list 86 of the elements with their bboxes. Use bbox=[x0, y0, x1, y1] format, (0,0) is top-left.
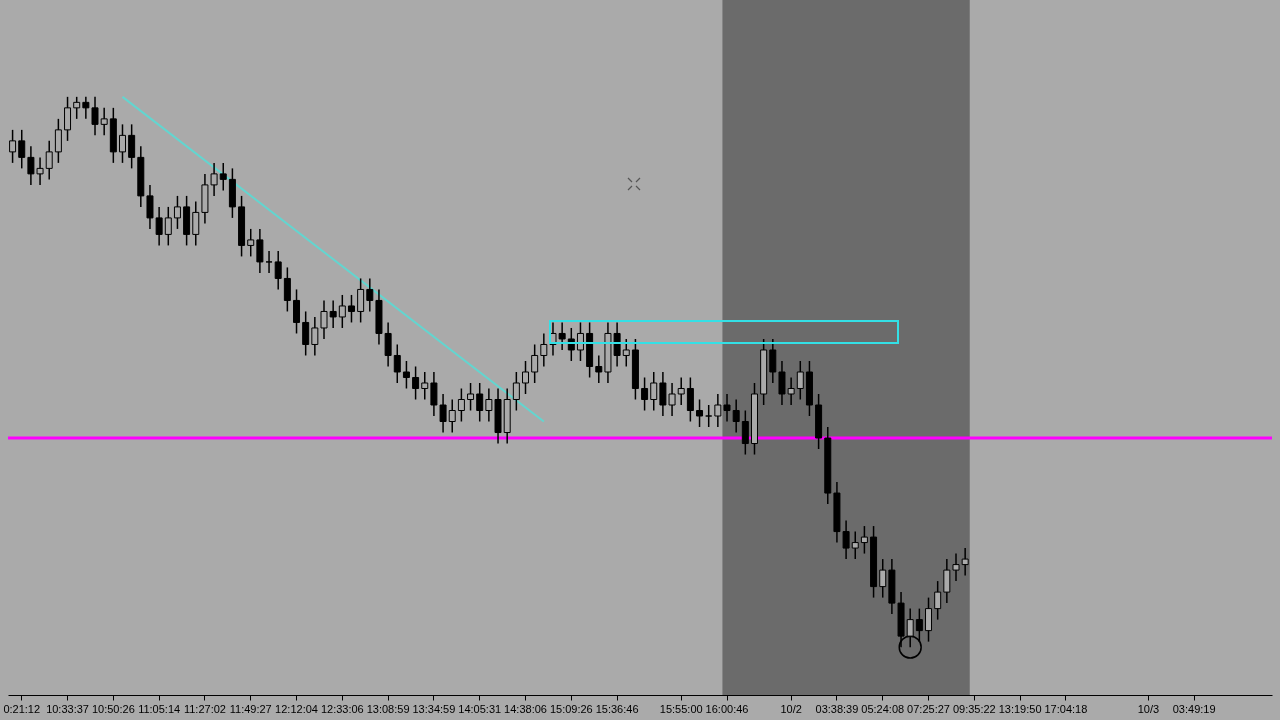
candlestick bbox=[531, 343, 539, 384]
candlestick bbox=[329, 299, 337, 329]
x-tick-label: 13:08:59 bbox=[366, 702, 410, 715]
x-tick-label: 12:12:04 bbox=[275, 702, 318, 715]
candlestick bbox=[934, 580, 942, 621]
candlestick bbox=[283, 266, 291, 313]
candlestick bbox=[677, 376, 685, 406]
candlestick bbox=[879, 558, 887, 599]
candlestick bbox=[540, 332, 548, 368]
x-tick-label: 03:49:19 bbox=[1172, 702, 1216, 715]
candlestick bbox=[860, 525, 868, 555]
x-tick-label: 13:34:59 bbox=[412, 702, 456, 715]
candlestick bbox=[311, 316, 319, 357]
candlestick bbox=[512, 371, 520, 412]
candlestick bbox=[45, 140, 53, 181]
candlestick bbox=[476, 382, 484, 423]
candlestick bbox=[796, 360, 804, 401]
x-tick-label: 14:38:06 bbox=[504, 702, 547, 715]
candlestick bbox=[357, 277, 365, 324]
candlestick bbox=[576, 321, 584, 362]
candlestick bbox=[265, 250, 273, 274]
x-tick-label: 10/2 bbox=[780, 702, 802, 715]
candlestick bbox=[128, 123, 136, 170]
candlestick bbox=[192, 200, 200, 247]
x-tick-label: 15:55:00 bbox=[659, 702, 703, 715]
x-tick-label: 03:38:39 bbox=[815, 702, 859, 715]
x-tick-label: 12:33:06 bbox=[320, 702, 364, 715]
x-tick-label: 11:05:14 bbox=[138, 702, 181, 715]
candlestick bbox=[696, 398, 704, 428]
candlestick bbox=[256, 228, 264, 274]
candlestick bbox=[641, 376, 649, 412]
x-tick-label: 09:35:22 bbox=[952, 702, 996, 715]
candlestick bbox=[851, 530, 859, 560]
candlestick bbox=[421, 371, 429, 401]
x-tick-label: 07:25:27 bbox=[907, 702, 950, 715]
candlestick bbox=[705, 404, 713, 428]
candlestick bbox=[302, 310, 310, 357]
x-tick-label: 10:50:26 bbox=[91, 702, 135, 715]
candlestick bbox=[686, 376, 694, 423]
x-tick-label: 10:33:37 bbox=[46, 702, 89, 715]
candlestick bbox=[9, 129, 17, 164]
candlestick bbox=[219, 162, 227, 192]
candlestick bbox=[522, 360, 530, 395]
x-tick-label: 05:24:08 bbox=[861, 702, 905, 715]
candlestick bbox=[943, 558, 951, 604]
candlestick bbox=[402, 360, 410, 390]
candlestick bbox=[100, 107, 108, 137]
candlestick bbox=[64, 96, 72, 142]
x-tick-label: 11:27:02 bbox=[183, 702, 226, 715]
candlestick bbox=[393, 343, 401, 384]
candlestick bbox=[448, 398, 456, 434]
candlestick bbox=[54, 118, 62, 164]
candlestick bbox=[173, 195, 181, 230]
candlestick bbox=[164, 206, 172, 247]
candlestick bbox=[925, 596, 933, 643]
candlestick bbox=[366, 277, 374, 313]
candlestick bbox=[732, 398, 740, 434]
candlestick bbox=[274, 250, 282, 291]
x-tick-label: 10/3 bbox=[1137, 702, 1160, 715]
x-tick-label: 11:49:27 bbox=[229, 702, 272, 715]
candlestick bbox=[18, 129, 26, 170]
candlestick bbox=[320, 299, 328, 340]
candlestick bbox=[347, 294, 355, 324]
candlestick bbox=[961, 547, 969, 577]
candlestick bbox=[769, 338, 777, 384]
x-tick-label: 0:21:12 bbox=[3, 702, 41, 715]
candlestick bbox=[567, 327, 575, 362]
candlestick bbox=[118, 123, 126, 164]
candlestick bbox=[457, 387, 465, 423]
x-tick-label: 17:04:18 bbox=[1044, 702, 1088, 715]
candlestick bbox=[412, 365, 420, 401]
candlestick bbox=[73, 96, 81, 120]
x-tick-label: 15:36:46 bbox=[595, 702, 639, 715]
x-tick-label: 14:05:31 bbox=[458, 702, 502, 715]
candlestick bbox=[595, 354, 603, 384]
candlestick bbox=[622, 338, 630, 368]
x-tick-label: 13:19:50 bbox=[998, 702, 1042, 715]
candlestick bbox=[741, 409, 749, 456]
candlestick bbox=[293, 288, 301, 335]
candlestick bbox=[650, 371, 658, 412]
candlestick bbox=[247, 228, 255, 258]
candlestick bbox=[952, 552, 960, 582]
x-tick-label: 15:09:26 bbox=[549, 702, 593, 715]
x-tick-label: 16:00:46 bbox=[705, 702, 749, 715]
candlestick bbox=[467, 382, 475, 412]
candlestick bbox=[338, 294, 346, 329]
